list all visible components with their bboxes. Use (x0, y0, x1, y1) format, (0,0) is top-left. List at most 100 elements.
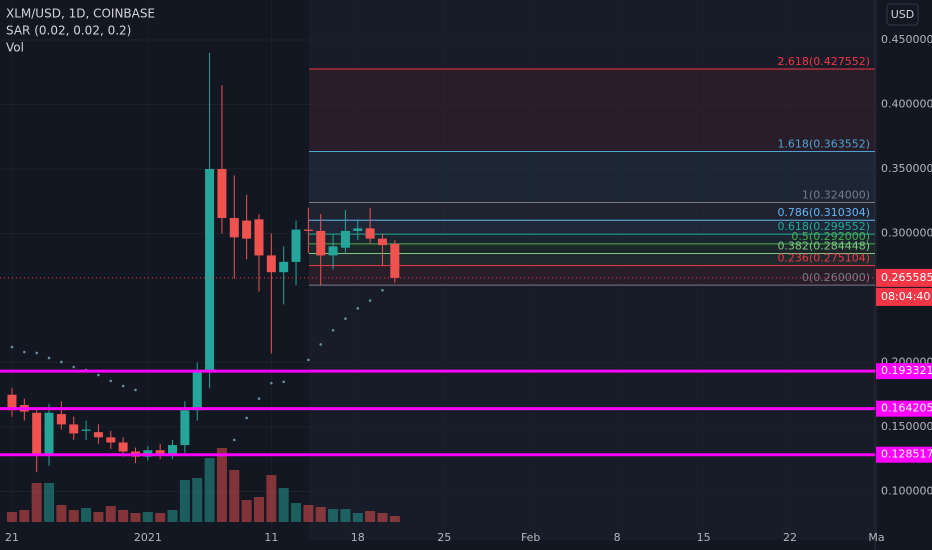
price-tag (876, 446, 932, 463)
candle-body (44, 412, 54, 456)
sar-dot (35, 351, 38, 355)
price-tag (876, 400, 932, 417)
countdown-tag (876, 287, 932, 306)
sar-dot (356, 307, 360, 310)
candle-body (81, 429, 91, 431)
sar-dot (134, 388, 137, 392)
sar-dot (381, 288, 384, 292)
sar-dot (319, 343, 323, 346)
volume-bar (216, 448, 227, 522)
volume-bar (278, 488, 289, 522)
candle-body (390, 243, 400, 278)
fib-label: 0.382(0.284448) (777, 240, 870, 253)
candle-body (205, 168, 215, 372)
candle-body (353, 228, 363, 231)
volume-bar (56, 505, 67, 522)
sar-dot (10, 345, 14, 349)
candle-body (56, 414, 66, 425)
volume-bar (266, 475, 277, 522)
x-tick-label: 21 (5, 531, 19, 544)
fib-label: 0.786(0.310304) (777, 206, 870, 219)
volume-bar (6, 512, 17, 522)
last-price-tag (876, 268, 932, 287)
candle-body (168, 445, 178, 456)
volume-bar (204, 458, 215, 522)
fib-label: 0.5(0.292000) (791, 230, 870, 243)
candle-body (217, 168, 227, 219)
candle-body (254, 219, 264, 256)
fib-zone (309, 68, 875, 152)
sar-dot (368, 299, 372, 302)
candle-body (316, 230, 326, 256)
candle-body (106, 437, 116, 443)
candle-body (377, 238, 387, 246)
range-highlight (309, 0, 875, 540)
volume-bar (19, 510, 30, 522)
fib-zone (309, 234, 875, 244)
currency-label[interactable]: USD (891, 8, 915, 21)
x-tick-label: 18 (351, 531, 365, 544)
fib-zone (309, 243, 875, 254)
volume-bar (377, 513, 388, 522)
x-tick-label: 22 (783, 531, 797, 544)
candle-body (32, 412, 42, 456)
volume-bar (93, 512, 104, 522)
sar-dot (282, 380, 285, 384)
volume-bar (167, 510, 178, 522)
volume-bar (81, 508, 92, 522)
candle-body (7, 394, 17, 411)
fib-zone (309, 202, 875, 221)
sar-dot (344, 317, 347, 320)
candle-body (69, 424, 79, 434)
fib-zone (309, 151, 875, 203)
volume-bar (229, 470, 240, 522)
price-tag-label: 0.193321 (881, 364, 932, 377)
candle-body (279, 261, 289, 273)
fib-label: 0.236(0.275104) (777, 252, 870, 265)
candle-body (180, 410, 190, 446)
sar-dot (72, 365, 76, 369)
fib-zone (309, 265, 875, 286)
price-tag (876, 363, 932, 380)
volume-bar (365, 511, 376, 522)
candle-body (266, 255, 276, 273)
fib-label: 2.618(0.427552) (777, 55, 870, 68)
price-tag-label: 0.128517 (881, 448, 932, 461)
candle-body (118, 442, 128, 452)
fib-label: 1.618(0.363552) (777, 138, 870, 151)
sar-dot (245, 416, 248, 420)
y-tick-label: 0.400000 (881, 97, 932, 110)
volume-bar (291, 503, 302, 522)
x-tick-label: Ma (868, 531, 884, 544)
currency-button[interactable] (886, 3, 919, 26)
overlays (0, 277, 875, 457)
volume-bar (241, 500, 252, 522)
fib-label: 0.618(0.299552) (777, 220, 870, 233)
fibonacci: 2.618(0.427552) 1.618(0.363552) 1(0.324000… (309, 55, 875, 286)
candle-body (340, 230, 350, 248)
volume-bar (328, 509, 339, 522)
volume-bar (155, 513, 166, 522)
candle-body (365, 228, 375, 239)
sar-dot (331, 328, 335, 332)
x-tick-label: 25 (437, 531, 451, 544)
sar-dot (232, 438, 236, 442)
candle-body (328, 246, 338, 256)
y-tick-label: 0.450000 (881, 33, 932, 46)
sar-dot (307, 358, 310, 362)
volume-bar (389, 516, 400, 522)
fib-label: 0(0.260000) (802, 271, 870, 284)
y-tick-label: 0.100000 (881, 484, 932, 497)
candle-body (229, 218, 239, 238)
price-tag-label: 0.164205 (881, 402, 932, 415)
x-tick-label: Feb (521, 531, 540, 544)
volume-bar (303, 505, 314, 522)
x-tick-label: 2021 (134, 531, 162, 544)
sar-dot (47, 356, 51, 360)
y-tick-label: 0.350000 (881, 162, 932, 175)
sar-dot (270, 381, 273, 385)
indicator-label: Vol (6, 41, 24, 55)
y-tick-label: 0.300000 (881, 226, 932, 239)
